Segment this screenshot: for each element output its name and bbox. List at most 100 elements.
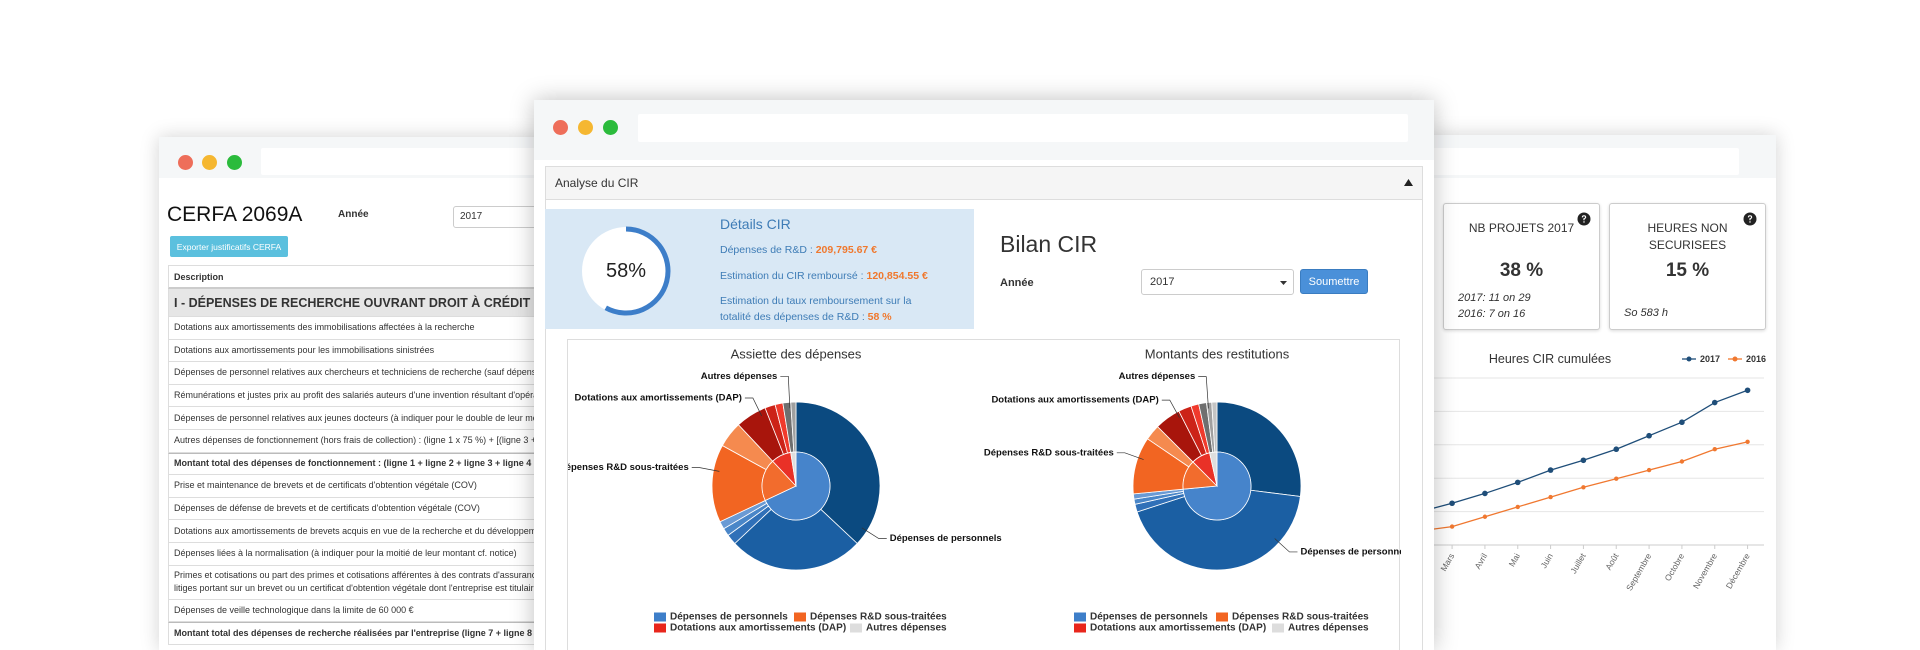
table-row: Prise et maintenance de brevets et de ce… (168, 475, 748, 498)
bilan-year-select[interactable]: 2017 (1141, 269, 1294, 295)
series-point (1548, 494, 1553, 500)
legend-label: Dotations aux amortissements (DAP) (670, 623, 846, 634)
kpi-line: 2017: 11 on 29 (1458, 292, 1531, 304)
table-row: Rémunérations et justes prix au profit d… (168, 384, 748, 408)
export-button[interactable]: Exporter justificatifs CERFA (170, 236, 288, 257)
series-point (1745, 439, 1750, 445)
minimize-dot[interactable] (202, 155, 217, 170)
detail-value: 209,795.67 € (815, 244, 878, 256)
detail-label: Estimation du taux remboursement sur la … (720, 295, 912, 323)
collapse-arrow (1404, 179, 1413, 186)
select-caret (1280, 281, 1287, 285)
x-tick-label: Juillet (1568, 551, 1588, 575)
detail-line: Estimation du CIR remboursé : 120,854.55… (720, 268, 940, 284)
legend-swatch (1074, 612, 1086, 622)
detail-value: 58 % (867, 311, 892, 323)
series-point (1613, 446, 1620, 453)
gauge-disc (582, 227, 670, 315)
chart-container: Assiette des dépenses Dépenses de personn… (567, 339, 1401, 650)
leader-line (744, 397, 762, 417)
bilan-year: 2017 (1150, 276, 1175, 288)
kpi-card: HEURES NON SECURISEES 15 % So 583 h (1609, 203, 1766, 330)
help-icon[interactable] (1743, 212, 1757, 226)
close-dot[interactable] (553, 120, 568, 135)
detail-label: Estimation du CIR remboursé : (720, 270, 867, 282)
kpi-title: HEURES NON SECURISEES (1647, 221, 1728, 252)
chart-title: Assiette des dépenses (731, 347, 862, 362)
x-tick-label: Septembre (1624, 551, 1654, 592)
series-point (1614, 476, 1619, 481)
submit-button[interactable]: Soumettre (1300, 269, 1368, 294)
gauge: 58% (582, 226, 671, 316)
help-icon[interactable] (1577, 212, 1591, 226)
leader-line (861, 527, 887, 539)
table-row: Dépenses de défense de brevets et de cer… (168, 497, 748, 521)
series-point (1712, 447, 1717, 452)
series-point (1449, 500, 1455, 507)
series-point (1581, 485, 1586, 490)
table-row: Dotations aux amortissements pour les im… (168, 339, 748, 363)
table-row: Montant total des dépenses de fonctionne… (168, 452, 748, 476)
inner-slice (764, 451, 831, 521)
series-point (1679, 459, 1685, 464)
collapse-icon[interactable] (1404, 179, 1413, 187)
series-point (1514, 479, 1521, 486)
x-tick-label: Mars (1438, 552, 1456, 573)
table-header: Description (168, 265, 748, 289)
legend-label: Dépenses de personnels (1090, 612, 1208, 623)
table-row: Montant total des dépenses de recherche … (168, 622, 748, 645)
x-tick-label: Août (1603, 551, 1621, 572)
legend-label: 2017 (1700, 354, 1720, 364)
series-point (1515, 504, 1520, 510)
detail-value: 120,854.55 € (866, 270, 928, 282)
legend-label: Autres dépenses (866, 623, 947, 634)
details-title: Détails CIR (720, 216, 791, 232)
bilan-year-label: Année (1000, 277, 1034, 289)
legend-swatch (1272, 623, 1284, 633)
url-bar[interactable] (1420, 148, 1739, 175)
series-point (1679, 419, 1685, 426)
detail-label: Dépenses de R&D : (720, 244, 816, 256)
maximize-dot[interactable] (227, 155, 242, 170)
cerfa-title: CERFA 2069A (167, 203, 303, 226)
minimize-dot[interactable] (578, 120, 593, 135)
series-point (1482, 514, 1488, 519)
leader-line (1274, 538, 1298, 553)
pie-charts: Assiette des dépenses Dépenses de personn… (568, 347, 1401, 634)
table-row: Dépenses liées à la normalisation (à ind… (168, 543, 748, 566)
panel-header[interactable]: Analyse du CIR (546, 167, 1422, 200)
slice-label: Dépenses de personnels (1300, 546, 1401, 557)
x-tick-label: Octobre (1662, 551, 1686, 582)
inner-slice (1209, 451, 1218, 487)
slice-label: Autres dépenses (701, 371, 778, 382)
help-glyph (1747, 215, 1753, 223)
kpi-value: 15 % (1665, 260, 1710, 281)
table-row: Autres dépenses de fonctionnement (hors … (168, 430, 748, 453)
legend-swatch (1074, 623, 1086, 633)
series-point (1449, 524, 1455, 529)
series-line (1420, 389, 1748, 513)
slice-labels: Dépenses de personnels Dépenses R&D sous-… (984, 371, 1401, 557)
url-bar[interactable] (638, 114, 1408, 142)
panel: Analyse du CIR (545, 166, 1423, 650)
kpi-line: So 583 h (1624, 307, 1669, 319)
inner-slice (790, 451, 797, 487)
kpi-title: NB PROJETS 2017 (1468, 221, 1575, 235)
legend-swatch (1216, 612, 1228, 622)
title-bar (534, 100, 1434, 160)
series-point (1744, 387, 1751, 394)
close-dot[interactable] (178, 155, 193, 170)
panel-title: Analyse du CIR (555, 176, 639, 190)
inner-slice (761, 460, 797, 502)
series-line (1420, 441, 1748, 532)
leader-line (1161, 399, 1180, 418)
maximize-dot[interactable] (603, 120, 618, 135)
dashboard-window: NB PROJETS 2017 38 % 2017: 11 on 29 2016: 7… (1420, 135, 1776, 650)
chart-title: Heures CIR cumulées (1489, 352, 1611, 366)
series-point (1580, 457, 1587, 464)
x-tick-label: Mai (1507, 551, 1523, 568)
slice-label: Dotations aux amortissements (DAP) (575, 392, 742, 403)
legend-swatch (794, 612, 806, 622)
gauge-label: 58% (606, 260, 646, 282)
